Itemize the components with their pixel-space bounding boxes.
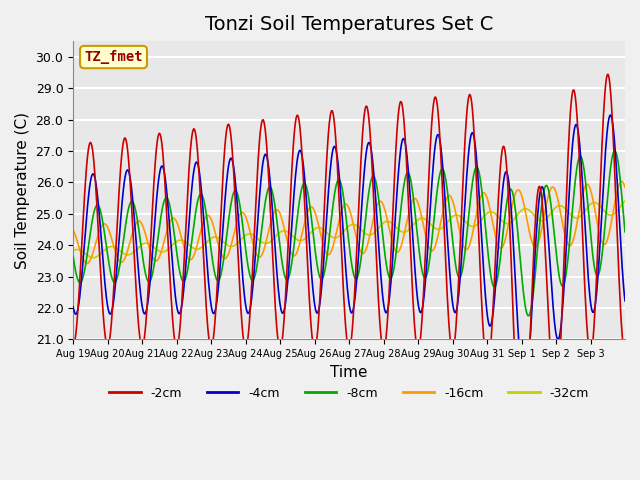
Text: TZ_fmet: TZ_fmet [84, 50, 143, 64]
Y-axis label: Soil Temperature (C): Soil Temperature (C) [15, 112, 30, 269]
Legend: -2cm, -4cm, -8cm, -16cm, -32cm: -2cm, -4cm, -8cm, -16cm, -32cm [104, 382, 594, 405]
Title: Tonzi Soil Temperatures Set C: Tonzi Soil Temperatures Set C [205, 15, 493, 34]
X-axis label: Time: Time [330, 365, 368, 380]
